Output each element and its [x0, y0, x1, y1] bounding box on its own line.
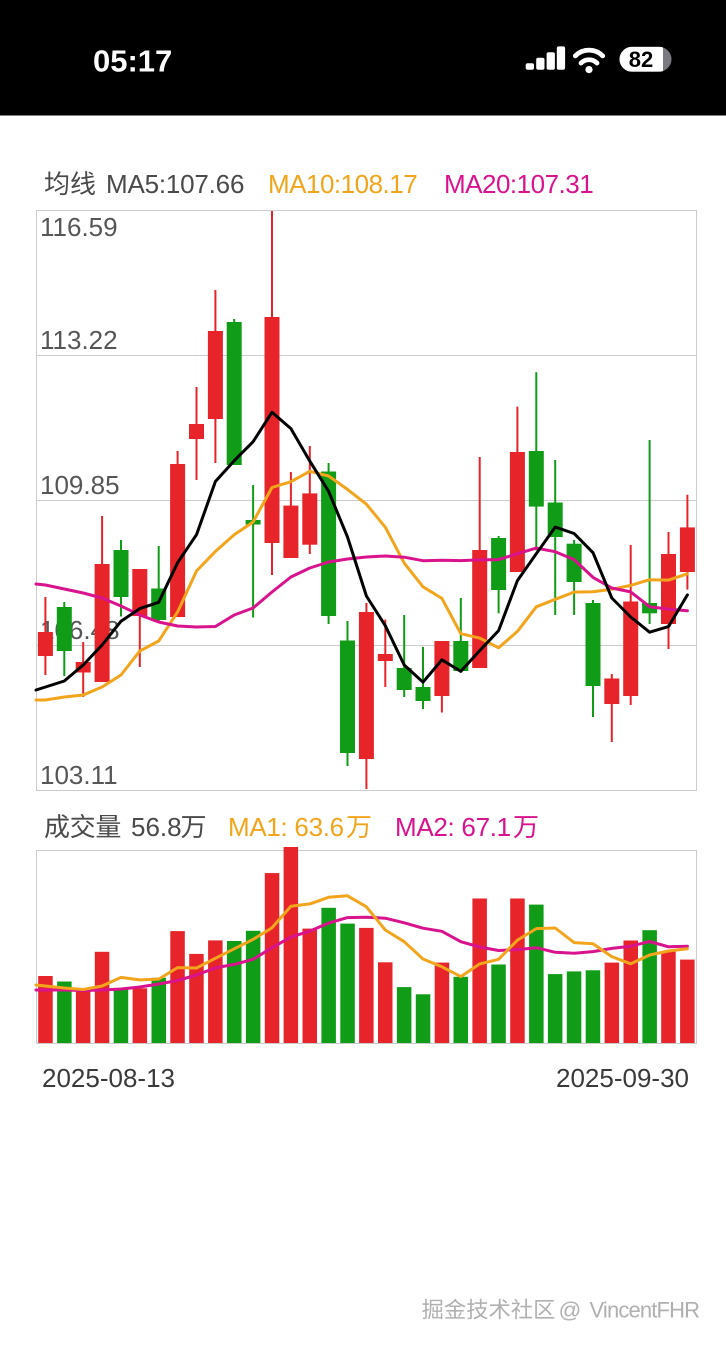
svg-text:MA5:107.66: MA5:107.66	[106, 169, 244, 199]
svg-text:82: 82	[629, 47, 653, 72]
svg-text:109.85: 109.85	[40, 470, 120, 500]
svg-text:@: @	[559, 1298, 582, 1323]
svg-text:103.11: 103.11	[40, 760, 118, 790]
svg-text:113.22: 113.22	[40, 325, 118, 355]
svg-text:116.59: 116.59	[40, 212, 118, 242]
svg-text:MA10:108.17: MA10:108.17	[268, 169, 417, 199]
svg-text:MA2: 67.1: MA2: 67.1	[395, 812, 511, 842]
svg-text:MA1: 63.6: MA1: 63.6	[228, 812, 344, 842]
svg-text:MA20:107.31: MA20:107.31	[444, 169, 593, 199]
svg-text:05:17: 05:17	[93, 44, 172, 79]
svg-text:56.8: 56.8	[131, 812, 182, 842]
svg-text:2025-08-13: 2025-08-13	[42, 1063, 175, 1093]
svg-text:2025-09-30: 2025-09-30	[556, 1063, 689, 1093]
svg-text:VincentFHR: VincentFHR	[590, 1298, 700, 1323]
